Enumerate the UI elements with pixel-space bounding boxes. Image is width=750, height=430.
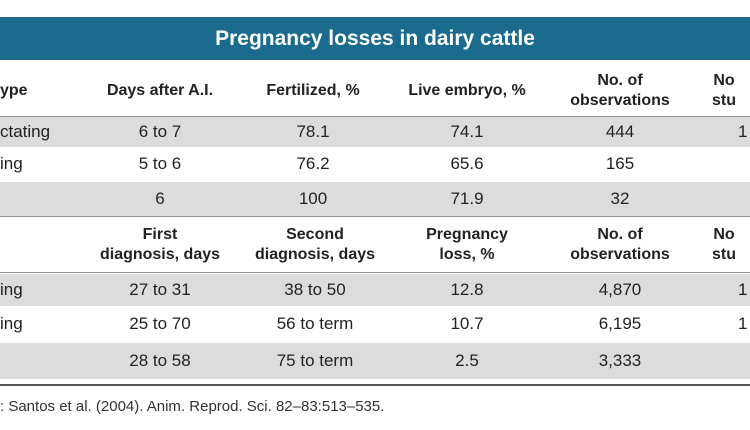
cell-fertilized: 100: [298, 189, 328, 208]
cell-first-diagnosis: 25 to 70: [129, 314, 191, 333]
header-type: [0, 220, 60, 270]
table-row: ing 27 to 31 38 to 50 12.8 4,870 1: [0, 274, 750, 306]
cell-observations: 165: [605, 154, 635, 173]
header-type: ype: [0, 82, 28, 99]
section2-header-row: First diagnosis, days Second diagnosis, …: [0, 220, 750, 270]
header-observations: No. of observations: [570, 226, 670, 263]
header-first-diagnosis: First diagnosis, days: [99, 226, 221, 263]
cell-observations: 444: [605, 122, 635, 141]
cell-type: ing: [0, 280, 23, 299]
header-second-diagnosis: Second diagnosis, days: [254, 226, 376, 263]
cell-studies: 1: [738, 122, 748, 141]
header-studies: No stu: [712, 72, 736, 109]
table-title: Pregnancy losses in dairy cattle: [0, 17, 750, 60]
bottom-rule: [0, 384, 750, 386]
cell-live-embryo: 74.1: [450, 122, 484, 141]
header-fertilized: Fertilized, %: [266, 82, 360, 99]
header-live-embryo: Live embryo, %: [408, 82, 526, 99]
cell-type: [0, 182, 80, 216]
table-row: ing 5 to 6 76.2 65.6 165: [0, 149, 750, 179]
divider: [0, 272, 750, 273]
cell-live-embryo: 71.9: [450, 189, 484, 208]
cell-pregnancy-loss: 12.8: [450, 280, 484, 299]
header-days-after-ai: Days after A.I.: [106, 82, 214, 99]
cell-second-diagnosis: 75 to term: [276, 351, 354, 370]
cell-type: ing: [0, 314, 23, 333]
cell-second-diagnosis: 38 to 50: [284, 280, 346, 299]
cell-studies: [738, 182, 750, 216]
table-row: ing 25 to 70 56 to term 10.7 6,195 1: [0, 308, 750, 340]
cell-live-embryo: 65.6: [450, 154, 484, 173]
source-citation: : Santos et al. (2004). Anim. Reprod. Sc…: [0, 397, 385, 415]
cell-studies: 1: [738, 314, 748, 333]
header-pregnancy-loss: Pregnancy loss, %: [426, 226, 508, 263]
cell-studies: [738, 149, 750, 179]
table-row: 6 100 71.9 32: [0, 182, 750, 216]
table-row: 28 to 58 75 to term 2.5 3,333: [0, 343, 750, 379]
cell-studies: [738, 343, 750, 379]
section1-header-row: ype Days after A.I. Fertilized, % Live e…: [0, 66, 750, 116]
table-row: ctating 6 to 7 78.1 74.1 444 1: [0, 117, 750, 147]
cell-fertilized: 76.2: [296, 154, 330, 173]
cell-observations: 3,333: [598, 351, 642, 370]
divider: [0, 216, 750, 217]
cell-first-diagnosis: 27 to 31: [129, 280, 191, 299]
cell-first-diagnosis: 28 to 58: [129, 351, 191, 370]
cell-type: ing: [0, 154, 23, 173]
cell-type: [0, 343, 80, 379]
cell-pregnancy-loss: 10.7: [450, 314, 484, 333]
header-observations: No. of observations: [570, 72, 670, 109]
cell-pregnancy-loss: 2.5: [455, 351, 479, 370]
cell-days: 6 to 7: [138, 122, 182, 141]
cell-type: ctating: [0, 122, 51, 141]
cell-days: 6: [155, 189, 165, 208]
cell-observations: 4,870: [598, 280, 642, 299]
cell-days: 5 to 6: [138, 154, 182, 173]
cell-fertilized: 78.1: [296, 122, 330, 141]
cell-observations: 6,195: [598, 314, 642, 333]
header-studies: No stu: [712, 226, 736, 263]
cell-second-diagnosis: 56 to term: [276, 314, 354, 333]
cell-studies: 1: [738, 280, 748, 299]
divider: [0, 116, 750, 117]
cell-observations: 32: [610, 189, 630, 208]
